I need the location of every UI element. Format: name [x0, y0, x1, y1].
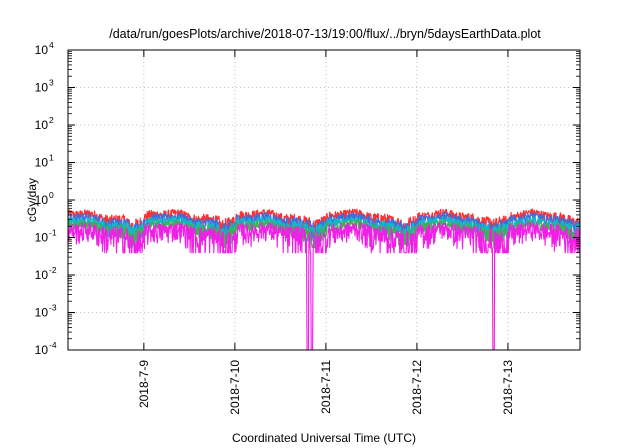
x-axis-label: Coordinated Universal Time (UTC)	[232, 431, 416, 445]
y-tick-label: 10 0	[35, 190, 54, 207]
series-line	[67, 221, 581, 351]
series-layer	[67, 208, 581, 351]
x-tick-label: 2018-7-10	[228, 360, 242, 415]
y-tick-base: 10	[35, 268, 49, 282]
series-line	[67, 208, 581, 238]
y-tick-label: 10 3	[35, 78, 54, 95]
y-tick-base: 10	[35, 343, 49, 357]
y-tick-exponent: -3	[49, 303, 57, 313]
y-tick-exponent: 3	[49, 78, 54, 88]
y-tick-label: 10 -1	[35, 228, 57, 245]
y-tick-label: 10 1	[35, 153, 54, 170]
x-tick-label: 2018-7-13	[501, 360, 515, 415]
y-tick-base: 10	[35, 156, 49, 170]
x-tick-label: 2018-7-9	[137, 360, 151, 408]
grid	[68, 50, 580, 350]
y-tick-base: 10	[35, 231, 49, 245]
y-tick-label: 10 2	[35, 115, 54, 132]
y-tick-exponent: 1	[49, 153, 54, 163]
y-tick-base: 10	[35, 193, 49, 207]
x-tick-label: 2018-7-11	[319, 360, 333, 414]
y-tick-base: 10	[35, 43, 49, 57]
chart-title: /data/run/goesPlots/archive/2018-07-13/1…	[109, 27, 541, 41]
y-axis-label: cGy/day	[25, 178, 39, 222]
y-tick-label: 10 -2	[35, 265, 57, 282]
y-tick-exponent: 0	[49, 190, 54, 200]
y-tick-exponent: -2	[49, 265, 57, 275]
y-tick-exponent: 4	[49, 40, 54, 50]
y-tick-label: 10 4	[35, 40, 54, 57]
y-tick-exponent: 2	[49, 115, 54, 125]
y-tick-base: 10	[35, 306, 49, 320]
y-tick-base: 10	[35, 118, 49, 132]
x-tick-label: 2018-7-12	[410, 360, 424, 415]
y-tick-label: 10 -3	[35, 303, 57, 320]
y-tick-exponent: -4	[49, 340, 57, 350]
x-axis: 2018-7-9 2018-7-10 2018-7-11 2018-7-12 2018-…	[137, 50, 515, 415]
y-tick-label: 10 -4	[35, 340, 57, 357]
y-tick-exponent: -1	[49, 228, 57, 238]
y-tick-base: 10	[35, 81, 49, 95]
